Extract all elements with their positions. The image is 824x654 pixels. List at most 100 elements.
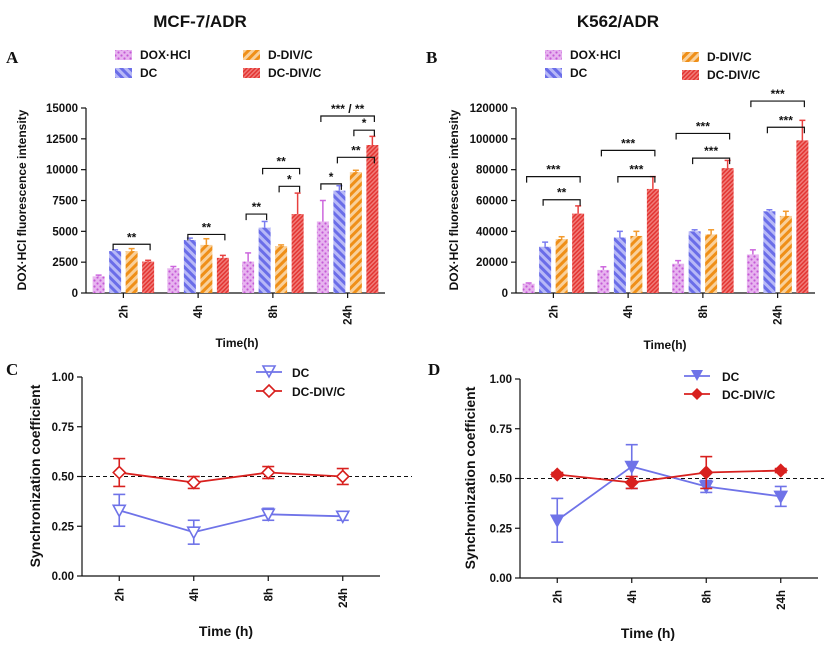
panel-c-y-tick-label: 1.00 — [52, 372, 74, 384]
panel-d-label: D — [428, 360, 440, 379]
legend-label-dc: DC — [140, 66, 158, 80]
significance-bracket — [750, 100, 805, 108]
panel-d-x-tick-label: 8h — [701, 590, 713, 603]
significance-label: *** — [629, 163, 643, 177]
data-point-dc-24h — [335, 510, 351, 524]
significance-bracket — [336, 156, 375, 164]
bar-dox-24h — [316, 221, 329, 293]
panel-c-y-tick-label: 0.00 — [52, 571, 74, 583]
bar-ddiv-4h — [200, 244, 213, 293]
significance-bracket — [278, 185, 301, 193]
significance-label: ** — [557, 186, 567, 200]
data-point-dc-24h — [773, 490, 789, 505]
legend-swatch-ddiv — [243, 50, 260, 60]
bar-ddiv-2h — [125, 251, 138, 293]
panel-d-y-axis-label: Synchronization coefficient — [462, 386, 478, 569]
panel-d-y-tick-label: 1.00 — [490, 374, 512, 386]
panel-b-x-axis-label: Time(h) — [643, 338, 686, 352]
panel-c-legend: DC DC-DIV/C — [256, 365, 346, 399]
bar-dcdiv-24h — [366, 145, 379, 293]
bar-dc-2h — [539, 246, 552, 293]
bar-ddiv-24h — [349, 172, 362, 293]
series-line-dcdiv — [119, 471, 343, 484]
series-line-dc — [118, 509, 343, 534]
panel-c-x-tick-label: 8h — [263, 588, 275, 601]
panel-c-x-tick-label: 4h — [189, 588, 201, 601]
panel-a-y-tick-label: 10000 — [46, 165, 78, 177]
legend-marker-dcdiv — [691, 388, 703, 400]
significance-bracket — [692, 157, 731, 165]
bar-ddiv-8h — [275, 246, 288, 293]
panel-b-y-tick-label: 120000 — [470, 103, 508, 115]
significance-label: ** — [351, 143, 361, 157]
significance-label: *** — [696, 119, 710, 133]
legend-swatch-dc — [545, 68, 562, 78]
significance-bracket — [617, 176, 656, 183]
bar-ddiv-8h — [705, 234, 718, 293]
panel-a-y-tick-label: 2500 — [52, 257, 78, 269]
panel-a-y-tick-label: 12500 — [46, 134, 78, 146]
panel-a-x-tick-label: 8h — [268, 305, 280, 318]
legend-label-dcdiv: DC-DIV/C — [268, 66, 322, 80]
panel-a-x-axis-label: Time(h) — [215, 336, 258, 350]
data-point-dcdiv-2h — [550, 467, 565, 482]
significance-label: ** — [252, 200, 262, 214]
legend-swatch-ddiv — [682, 52, 699, 62]
bar-dcdiv-8h — [291, 214, 304, 293]
panel-a-x-tick-label: 2h — [118, 305, 130, 318]
significance-label: * — [329, 170, 334, 184]
significance-label: *** — [546, 163, 560, 177]
legend-swatch-dox — [545, 50, 562, 60]
panel-b-legend: DOX·HCl DC D-DIV/C DC-DIV/C — [545, 48, 761, 82]
bar-dc-24h — [333, 190, 346, 293]
bar-dc-2h — [109, 251, 122, 293]
panel-c-y-axis-label: Synchronization coefficient — [27, 384, 43, 567]
bar-dc-4h — [613, 237, 626, 293]
panel-c-y-tick-label: 0.75 — [52, 422, 75, 434]
significance-bracket — [526, 176, 581, 183]
panel-c-label: C — [6, 360, 18, 379]
panel-b-title: K562/ADR — [577, 12, 659, 31]
data-point-dcdiv-4h — [624, 475, 639, 490]
panel-c-line-chart: C DC DC-DIV/C Synchronization coefficien… — [6, 360, 412, 639]
panel-d-x-tick-label: 4h — [627, 590, 639, 603]
panel-c-x-tick-label: 2h — [114, 588, 126, 601]
panel-b-x-tick-label: 8h — [698, 305, 710, 318]
panel-c-x-axis-label: Time (h) — [199, 623, 253, 639]
legend-swatch-dc — [115, 68, 132, 78]
panel-b-y-tick-label: 60000 — [476, 196, 508, 208]
significance-bracket — [112, 243, 151, 251]
significance-bracket — [542, 199, 581, 206]
series-line-dcdiv — [557, 469, 781, 484]
panel-b-y-tick-label: 20000 — [476, 257, 508, 269]
significance-bracket — [245, 213, 268, 221]
data-point-dcdiv-4h — [186, 475, 201, 490]
panel-b-x-tick-label: 2h — [548, 305, 560, 318]
panel-d-plot-area: 0.00 0.25 0.50 0.75 1.00 2h 4h 8h 24h — [490, 374, 824, 610]
panel-d-legend: DC DC-DIV/C — [684, 370, 776, 402]
significance-bracket — [675, 132, 731, 140]
panel-b-bar-chart: K562/ADR B DOX·HCl DC D-DIV/C DC-DIV/C D… — [426, 12, 815, 352]
legend-label-ddiv: D-DIV/C — [268, 48, 313, 62]
panel-b-x-tick-label: 4h — [623, 305, 635, 318]
bar-dox-2h — [92, 276, 105, 293]
bar-dcdiv-4h — [646, 188, 659, 293]
bar-dox-24h — [746, 254, 759, 293]
panel-b-x-tick-label: 24h — [773, 305, 785, 325]
panel-c-y-tick-label: 0.25 — [52, 521, 75, 533]
bar-dcdiv-4h — [216, 257, 229, 293]
significance-label: *** — [621, 136, 635, 150]
panel-a-y-tick-label: 15000 — [46, 103, 78, 115]
legend-swatch-dcdiv — [243, 68, 260, 78]
significance-bracket — [353, 129, 375, 137]
panel-d-y-tick-label: 0.75 — [490, 424, 513, 436]
bar-dc-8h — [258, 227, 271, 293]
bar-ddiv-4h — [630, 235, 643, 293]
data-point-dcdiv-2h — [112, 465, 127, 480]
significance-label: *** — [704, 144, 718, 158]
data-point-dcdiv-8h — [699, 465, 714, 480]
panel-b-y-axis-label: DOX·HCl fluorescence intensity — [447, 109, 461, 290]
panel-a-y-tick-label: 0 — [72, 288, 78, 300]
